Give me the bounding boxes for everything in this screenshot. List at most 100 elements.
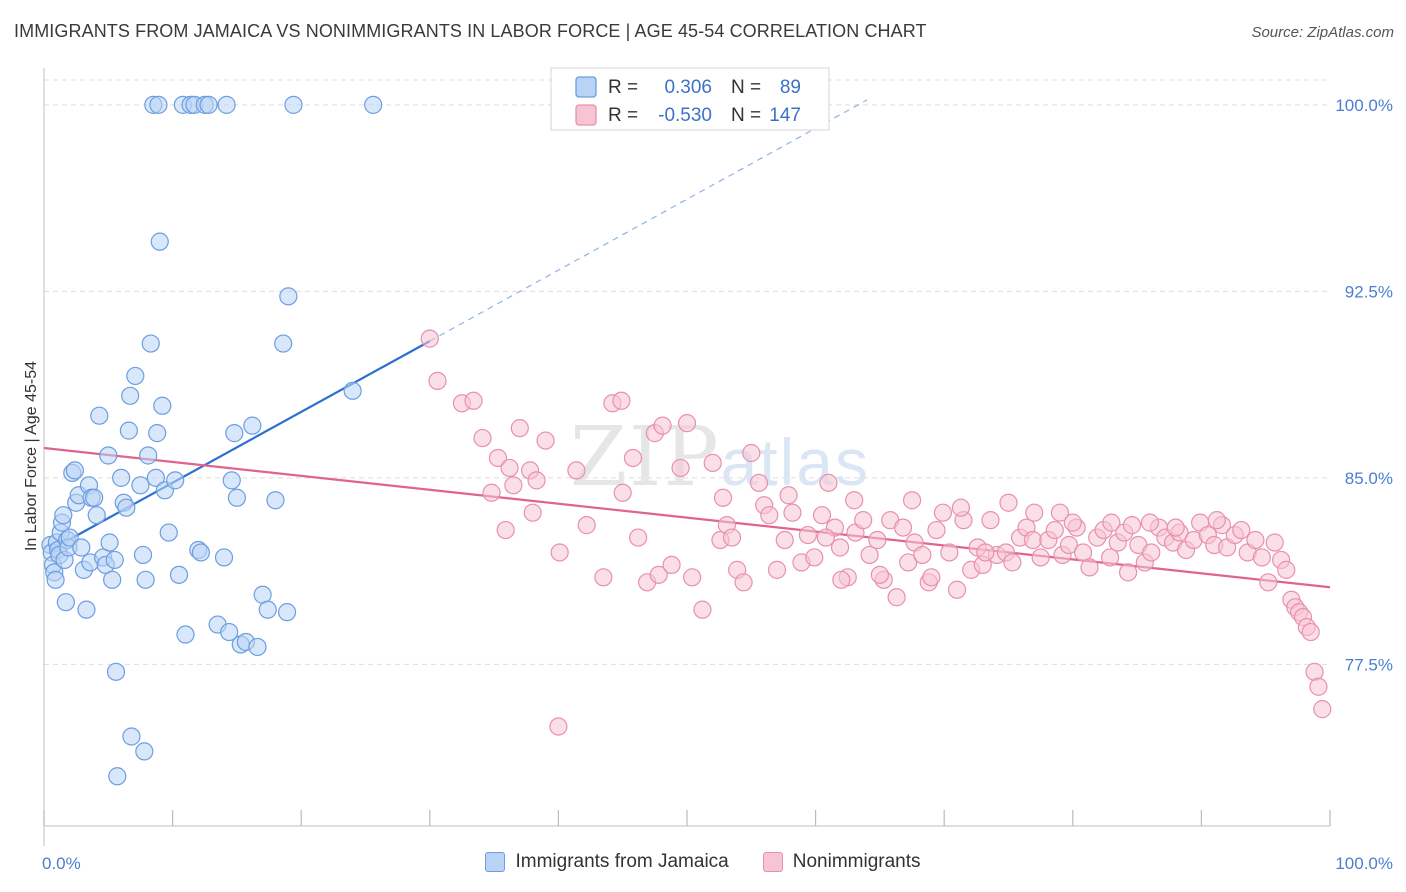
nonimmigrant-point-124 <box>523 503 542 522</box>
nonimmigrant-point-73 <box>1003 553 1022 572</box>
jamaica-point-84 <box>284 95 303 114</box>
nonimmigrant-point-127 <box>713 488 733 507</box>
watermark-atlas: atlas <box>721 425 870 499</box>
jamaica-point-40 <box>119 421 138 440</box>
nonimmigrant-point-57 <box>893 518 913 537</box>
nonimmigrant-point-122 <box>1313 700 1332 719</box>
jamaica-point-65 <box>191 543 210 562</box>
nonimmigrant-point-110 <box>1259 573 1278 592</box>
nonimmigrant-point-63 <box>933 503 953 522</box>
nonimmigrant-point-34 <box>734 573 753 592</box>
nonimmigrant-point-143 <box>1118 563 1138 582</box>
legend-box: R = 0.306 N = 89 R = -0.530 N = 147 <box>550 67 830 131</box>
legend-n-label-1: N = <box>731 105 761 126</box>
jamaica-point-83 <box>279 287 298 306</box>
nonimmigrant-point-134 <box>1102 513 1121 532</box>
nonimmigrant-point-44 <box>805 548 824 567</box>
jamaica-point-43 <box>126 366 145 386</box>
nonimmigrant-point-129 <box>845 491 864 510</box>
nonimmigrant-point-25 <box>662 555 681 575</box>
nonimmigrant-point-76 <box>1023 530 1043 550</box>
nonimmigrant-point-111 <box>1265 533 1284 552</box>
nonimmigrant-point-77 <box>1031 548 1050 567</box>
axes <box>43 68 1331 846</box>
x-tick-label-1: 100.0% <box>1335 854 1393 873</box>
legend-r-label-1: R = <box>608 105 638 126</box>
nonimmigrant-point-18 <box>612 391 631 410</box>
nonimmigrant-point-45 <box>812 506 832 525</box>
nonimmigrant-point-0 <box>420 329 439 348</box>
nonimmigrant-point-3 <box>464 391 483 410</box>
nonimmigrant-point-58 <box>899 553 918 572</box>
nonimmigrant-point-12 <box>536 431 555 450</box>
nonimmigrant-point-16 <box>594 568 613 587</box>
jamaica-point-4 <box>46 570 65 589</box>
x-tick-label-0: 0.0% <box>42 854 81 873</box>
jamaica-point-49 <box>141 334 160 353</box>
jamaica-point-48 <box>139 446 158 465</box>
jamaica-point-20 <box>72 538 91 557</box>
y-tick-label-1: 92.5% <box>1345 282 1393 301</box>
watermark-zip: ZIP <box>570 410 721 505</box>
nonimmigrant-point-120 <box>1305 662 1324 681</box>
legend-r-value-0: 0.306 <box>664 77 712 98</box>
legend-swatch-blue <box>485 852 506 872</box>
nonimmigrant-point-1 <box>428 371 447 390</box>
jamaica-point-39 <box>117 498 136 517</box>
jamaica-point-42 <box>122 727 141 746</box>
chart-title: IMMIGRANTS FROM JAMAICA VS NONIMMIGRANTS… <box>14 21 927 41</box>
jamaica-trend-line <box>49 340 431 551</box>
nonimmigrant-point-132 <box>999 493 1018 512</box>
nonimmigrant-point-60 <box>913 545 932 565</box>
jamaica-point-34 <box>105 550 124 570</box>
legend-swatch-pink <box>762 852 783 872</box>
jamaica-point-52 <box>148 424 167 443</box>
jamaica-point-32 <box>100 533 119 552</box>
nonimmigrant-point-36 <box>749 473 769 492</box>
nonimmigrant-point-137 <box>832 570 851 589</box>
nonimmigrant-point-26 <box>671 458 690 478</box>
jamaica-point-35 <box>106 662 126 681</box>
tick-labels: 100.0% 92.5% 85.0% 77.5% 0.0% 100.0% <box>42 96 1393 873</box>
nonimmigrant-point-106 <box>1232 520 1251 540</box>
jamaica-point-58 <box>166 471 185 490</box>
nonimmigrant-point-93 <box>1142 543 1161 562</box>
y-tick-label-0: 100.0% <box>1335 96 1393 115</box>
nonimmigrant-point-14 <box>567 461 586 480</box>
legend-item-nonimmigrants: Nonimmigrants <box>762 851 921 873</box>
jamaica-point-61 <box>176 625 195 644</box>
jamaica-point-46 <box>135 742 154 761</box>
nonimmigrant-point-48 <box>830 538 850 557</box>
nonimmigrant-point-40 <box>775 530 794 550</box>
trend-lines <box>43 99 1331 589</box>
nonimmigrant-point-65 <box>947 580 967 599</box>
chart-source: Source: ZipAtlas.com <box>1251 24 1394 41</box>
jamaica-point-26 <box>85 488 104 507</box>
nonimmigrant-point-139 <box>922 568 941 587</box>
jamaica-point-36 <box>108 767 127 786</box>
nonimmigrant-point-133 <box>1050 503 1070 522</box>
jamaica-point-47 <box>136 570 155 589</box>
nonimmigrant-point-142 <box>1063 513 1082 532</box>
nonimmigrant-point-56 <box>887 588 906 607</box>
jamaica-point-86 <box>364 95 383 114</box>
nonimmigrant-point-46 <box>819 473 838 492</box>
nonimmigrant-point-23 <box>649 565 668 584</box>
jamaica-point-54 <box>150 232 169 251</box>
legend-n-value-0: 89 <box>780 77 801 98</box>
legend-item-jamaica: Immigrants from Jamaica <box>485 851 729 873</box>
jamaica-point-55 <box>153 396 172 415</box>
jamaica-point-17 <box>65 461 84 480</box>
nonimmigrant-point-52 <box>860 545 879 565</box>
nonimmigrant-point-38 <box>760 506 779 525</box>
nonimmigrant-point-146 <box>722 528 742 547</box>
legend-n-value-1: 147 <box>769 105 801 126</box>
nonimmigrant-point-138 <box>870 565 890 584</box>
nonimmigrant-point-84 <box>1080 558 1099 577</box>
jamaica-point-33 <box>103 570 122 589</box>
nonimmigrant-point-136 <box>816 528 835 547</box>
nonimmigrant-point-130 <box>902 491 922 510</box>
nonimmigrant-point-90 <box>1122 516 1142 535</box>
nonimmigrant-point-11 <box>527 471 546 490</box>
jamaica-point-31 <box>99 446 118 465</box>
